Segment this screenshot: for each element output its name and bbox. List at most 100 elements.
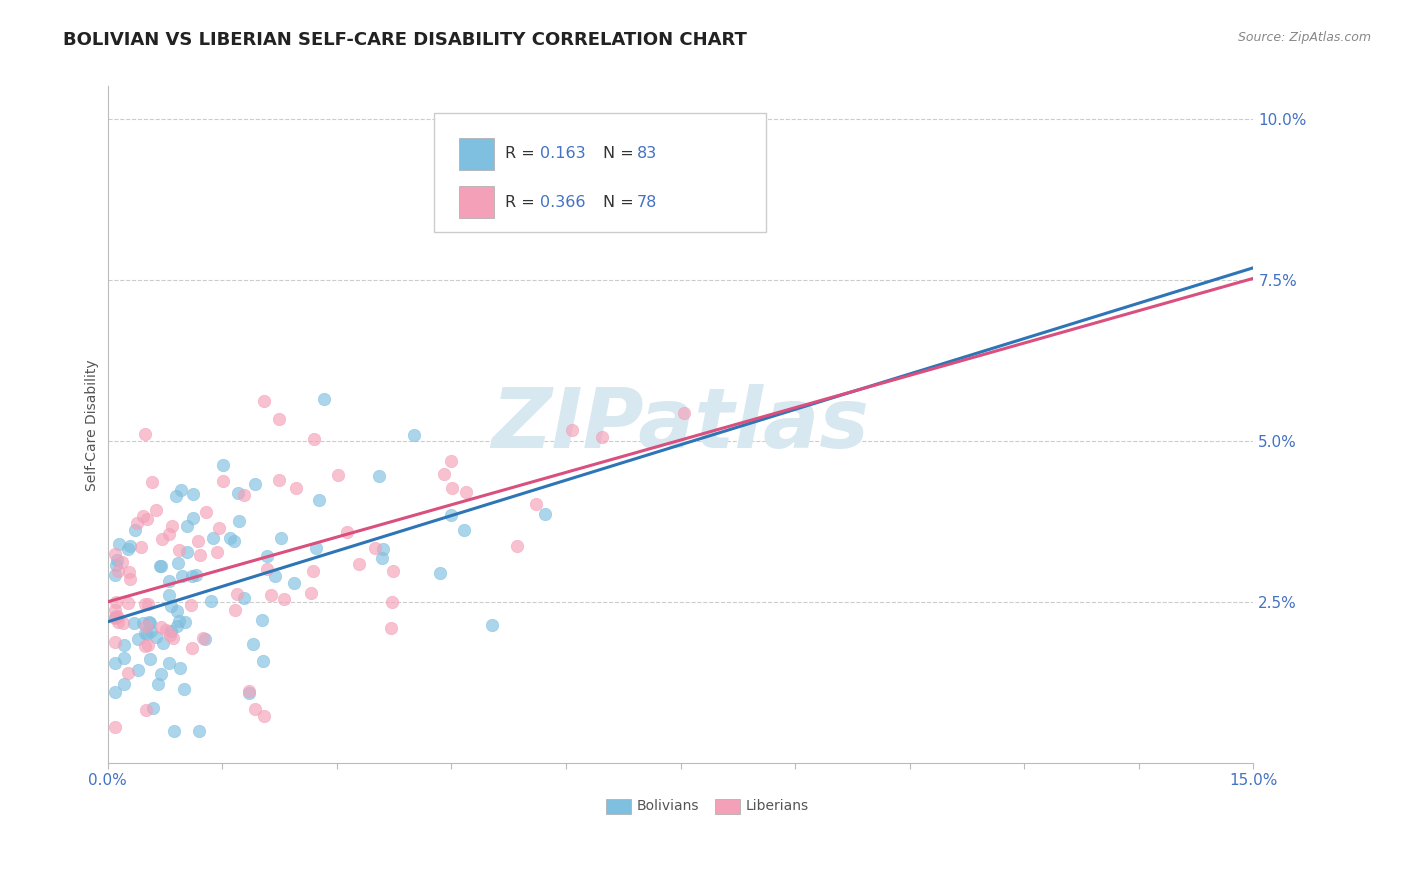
Point <box>312 392 335 406</box>
Point <box>112 651 135 665</box>
Point <box>104 610 127 624</box>
Point <box>174 615 197 630</box>
Point <box>120 539 142 553</box>
Point <box>302 564 325 578</box>
Point <box>150 532 173 546</box>
Point <box>122 615 145 630</box>
Point <box>107 564 129 578</box>
Point <box>135 512 157 526</box>
Point <box>176 519 198 533</box>
Point <box>219 531 242 545</box>
Point <box>180 598 202 612</box>
Point <box>152 636 174 650</box>
Point <box>127 664 149 678</box>
Point <box>181 511 204 525</box>
Point <box>107 615 129 629</box>
Point <box>591 430 613 444</box>
Text: Bolivians: Bolivians <box>637 799 699 814</box>
Point <box>135 619 157 633</box>
Bar <box>460 137 494 170</box>
Point <box>200 594 222 608</box>
Point <box>150 666 173 681</box>
Point <box>125 516 148 530</box>
Point <box>112 638 135 652</box>
Text: 83: 83 <box>637 146 657 161</box>
Point <box>157 526 180 541</box>
Point <box>167 615 190 629</box>
Point <box>134 625 156 640</box>
Point <box>364 541 387 555</box>
Point <box>238 684 260 698</box>
Point <box>253 709 276 723</box>
Point <box>228 514 250 528</box>
Y-axis label: Self-Care Disability: Self-Care Disability <box>86 359 100 491</box>
Point <box>441 481 464 495</box>
Point <box>238 685 260 699</box>
Point <box>233 591 256 606</box>
Point <box>224 603 246 617</box>
Point <box>139 616 162 631</box>
Point <box>326 468 349 483</box>
Point <box>243 477 266 491</box>
Text: R =: R = <box>505 146 540 161</box>
Point <box>380 621 402 635</box>
Point <box>187 723 209 738</box>
Text: N =: N = <box>603 146 638 161</box>
Point <box>534 507 557 521</box>
Text: 78: 78 <box>637 194 658 210</box>
Point <box>404 428 426 442</box>
Point <box>233 488 256 502</box>
Point <box>176 545 198 559</box>
Point <box>104 547 127 561</box>
Point <box>190 548 212 562</box>
Text: N =: N = <box>603 194 638 210</box>
Bar <box>460 186 494 219</box>
Point <box>135 626 157 640</box>
Point <box>368 469 391 483</box>
Point <box>256 562 278 576</box>
Point <box>173 681 195 696</box>
Point <box>561 423 583 437</box>
Point <box>166 619 188 633</box>
Point <box>304 432 326 446</box>
Point <box>157 588 180 602</box>
Text: Source: ZipAtlas.com: Source: ZipAtlas.com <box>1237 31 1371 45</box>
Point <box>181 569 204 583</box>
Point <box>166 604 188 618</box>
Text: ZIPatlas: ZIPatlas <box>492 384 869 466</box>
Point <box>267 412 290 426</box>
Point <box>105 558 128 572</box>
Point <box>159 628 181 642</box>
Point <box>212 458 235 473</box>
Point <box>186 567 208 582</box>
Point <box>142 700 165 714</box>
Point <box>114 677 136 691</box>
Point <box>149 620 172 634</box>
Point <box>506 539 529 553</box>
Text: Liberians: Liberians <box>745 799 808 814</box>
Point <box>440 454 463 468</box>
Point <box>104 720 127 734</box>
Point <box>163 723 186 738</box>
Point <box>273 591 295 606</box>
Point <box>160 519 183 533</box>
Point <box>267 473 290 487</box>
Point <box>336 525 359 540</box>
Point <box>105 609 128 624</box>
Point <box>170 483 193 497</box>
Point <box>260 588 283 602</box>
Point <box>105 610 128 624</box>
Point <box>117 596 139 610</box>
Point <box>305 541 328 555</box>
Point <box>180 640 202 655</box>
Point <box>104 594 127 608</box>
Point <box>440 508 463 523</box>
Point <box>111 555 134 569</box>
Point <box>299 585 322 599</box>
Point <box>155 623 177 637</box>
Point <box>159 624 181 638</box>
Point <box>105 553 128 567</box>
Point <box>524 497 547 511</box>
Point <box>167 542 190 557</box>
Point <box>139 652 162 666</box>
